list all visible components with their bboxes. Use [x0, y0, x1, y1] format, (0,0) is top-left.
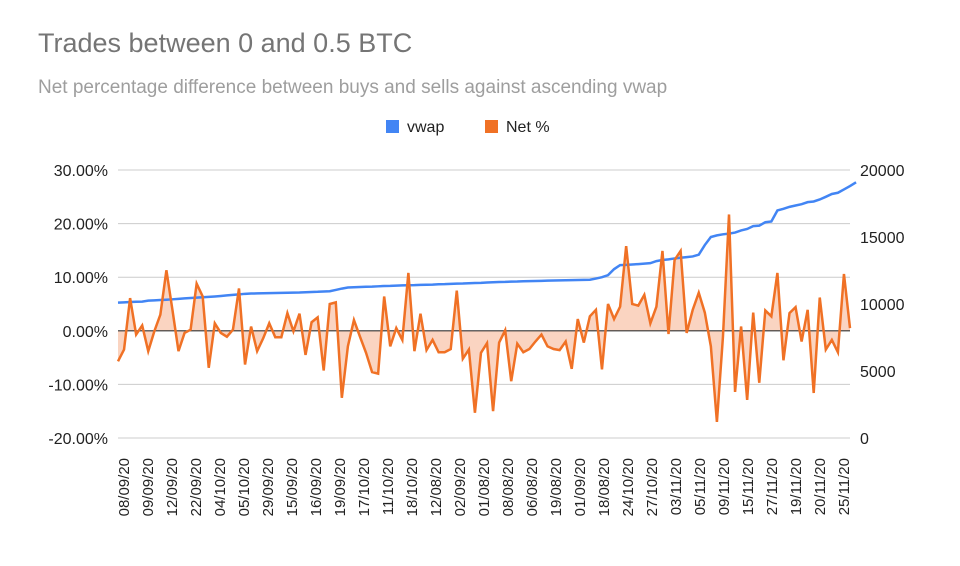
x-tick-label: 12/08/20 [428, 458, 445, 516]
legend-swatch-net [485, 120, 498, 133]
x-tick-label: 05/10/20 [236, 458, 253, 516]
x-tick-label: 01/09/20 [572, 458, 589, 516]
net-area-fill [118, 214, 850, 422]
x-tick-label: 25/11/20 [836, 458, 853, 515]
x-tick-label: 27/10/20 [644, 458, 661, 516]
x-tick-label: 03/11/20 [668, 458, 685, 515]
x-tick-label: 12/09/20 [164, 458, 181, 516]
x-tick-label: 22/09/20 [188, 458, 205, 516]
x-tick-label: 18/08/20 [596, 458, 613, 516]
x-tick-label: 18/10/20 [404, 458, 421, 516]
y-right-tick-label: 10000 [860, 297, 905, 314]
x-tick-label: 27/11/20 [764, 458, 781, 515]
y-left-tick-label: -20.00% [48, 431, 108, 448]
x-tick-label: 15/09/20 [284, 458, 301, 516]
x-tick-label: 17/10/20 [356, 458, 373, 516]
x-tick-label: 08/09/20 [116, 458, 133, 516]
x-tick-label: 09/11/20 [716, 458, 733, 515]
net-line [116, 214, 852, 423]
legend-label-net: Net % [506, 119, 550, 136]
x-tick-label: 19/11/20 [788, 458, 805, 515]
x-tick-label: 02/09/20 [452, 458, 469, 516]
y-right-tick-label: 5000 [860, 364, 896, 381]
x-tick-label: 04/10/20 [212, 458, 229, 516]
y-left-tick-label: 0.00% [63, 324, 108, 341]
x-tick-label: 29/09/20 [260, 458, 277, 516]
x-tick-label: 19/08/20 [548, 458, 565, 516]
x-tick-label: 01/08/20 [476, 458, 493, 516]
y-left-tick-label: -10.00% [48, 377, 108, 394]
chart-subtitle: Net percentage difference between buys a… [38, 77, 668, 98]
x-tick-label: 15/11/20 [740, 458, 757, 515]
x-tick-label: 24/10/20 [620, 458, 637, 516]
x-tick-label: 19/09/20 [332, 458, 349, 516]
x-tick-label: 09/09/20 [140, 458, 157, 516]
y-left-tick-label: 30.00% [54, 163, 108, 180]
vwap-line [117, 181, 857, 304]
y-right-tick-label: 20000 [860, 163, 905, 180]
legend-label-vwap: vwap [407, 119, 444, 136]
x-tick-label: 05/11/20 [692, 458, 709, 515]
y-right-tick-label: 0 [860, 431, 869, 448]
y-right-tick-label: 15000 [860, 230, 905, 247]
x-tick-label: 06/08/20 [524, 458, 541, 516]
x-tick-label: 20/11/20 [812, 458, 829, 515]
y-left-tick-label: 20.00% [54, 217, 108, 234]
x-tick-label: 16/09/20 [308, 458, 325, 516]
y-left-tick-label: 10.00% [54, 270, 108, 287]
chart-title: Trades between 0 and 0.5 BTC [38, 28, 413, 58]
legend-swatch-vwap [386, 120, 399, 133]
x-tick-label: 08/08/20 [500, 458, 517, 516]
x-tick-label: 11/10/20 [380, 458, 397, 515]
legend: vwap Net % [386, 119, 550, 136]
